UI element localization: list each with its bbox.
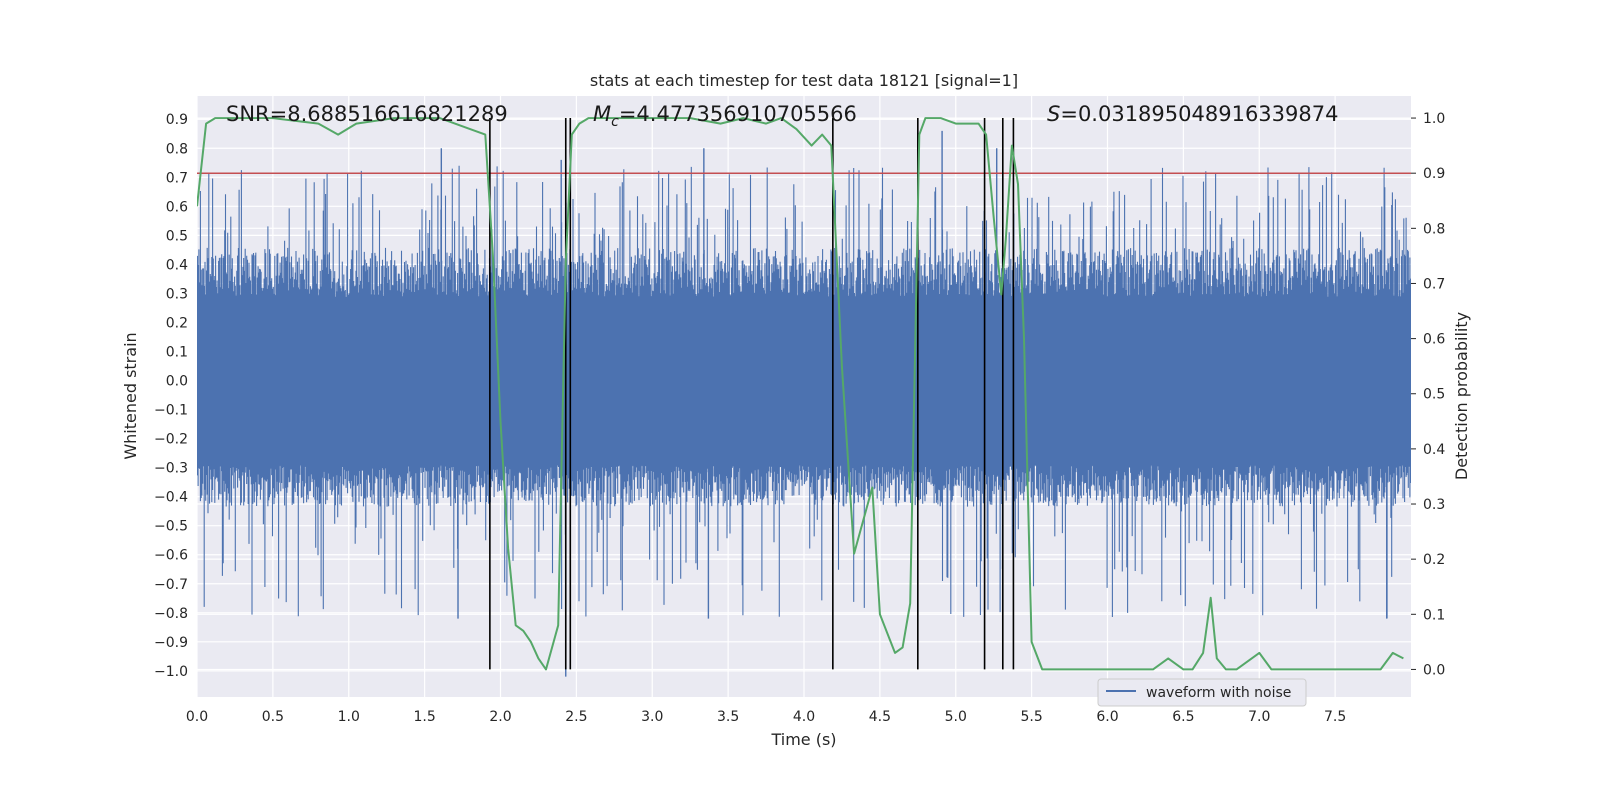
y-left-tick-label: −1.0	[154, 664, 188, 680]
y-left-tick-label: 0.4	[166, 257, 188, 273]
y-left-axis-label: Whitened strain	[121, 332, 140, 459]
mc-symbol: M	[593, 102, 611, 126]
x-tick-label: 2.5	[565, 709, 587, 725]
y-left-tick-label: 0.6	[166, 199, 188, 215]
y-left-tick-label: −0.1	[154, 403, 188, 419]
x-tick-label: 7.5	[1324, 709, 1346, 725]
y-right-tick-label: 0.6	[1423, 332, 1445, 348]
x-tick-label: 6.0	[1096, 709, 1118, 725]
waveform-series	[197, 130, 1411, 677]
y-left-tick-label: 0.3	[166, 286, 188, 302]
x-tick-label: 4.5	[869, 709, 891, 725]
y-left-tick-label: −0.5	[154, 519, 188, 535]
x-axis-label: Time (s)	[770, 730, 836, 749]
y-left-tick-label: 0.1	[166, 344, 188, 360]
y-left-tick-label: 0.8	[166, 141, 188, 157]
y-right-tick-label: 0.7	[1423, 276, 1445, 292]
y-left-tick-label: −0.4	[154, 490, 188, 506]
x-tick-label: 0.5	[262, 709, 284, 725]
x-tick-label: 2.0	[489, 709, 511, 725]
chirp-mass-annotation: Mc=4.477356910705566	[593, 102, 857, 130]
y-left-tick-label: 0.7	[166, 170, 188, 186]
x-tick-label: 5.5	[1020, 709, 1042, 725]
y-left-tick-label: 0.2	[166, 315, 188, 331]
waveform-noise-path	[197, 165, 1411, 619]
y-left-tick-label: −0.7	[154, 577, 188, 593]
x-tick-label: 4.0	[793, 709, 815, 725]
s-value: =0.031895048916339874	[1060, 102, 1338, 126]
snr-annotation: SNR=8.688516616821289	[226, 102, 508, 126]
x-tick-label: 1.0	[338, 709, 360, 725]
chart-title: stats at each timestep for test data 181…	[590, 71, 1018, 90]
x-tick-label: 3.5	[717, 709, 739, 725]
y-right-tick-label: 1.0	[1423, 111, 1445, 127]
probability-series	[197, 117, 1404, 671]
y-right-tick-label: 0.3	[1423, 497, 1445, 513]
x-tick-label: 5.0	[945, 709, 967, 725]
y-right-tick-label: 0.4	[1423, 442, 1445, 458]
x-tick-label: 0.0	[186, 709, 208, 725]
y-left-tick-label: −0.2	[154, 432, 188, 448]
y-left-tick-label: −0.6	[154, 548, 188, 564]
y-left-tick-label: 0.9	[166, 112, 188, 128]
x-tick-label: 7.0	[1248, 709, 1270, 725]
x-tick-label: 1.5	[413, 709, 435, 725]
legend-label: waveform with noise	[1146, 685, 1291, 701]
y-left-tick-label: 0.5	[166, 228, 188, 244]
y-right-axis-label: Detection probability	[1452, 312, 1471, 480]
x-tick-label: 6.5	[1172, 709, 1194, 725]
s-symbol: S	[1047, 102, 1060, 126]
s-annotation: S=0.031895048916339874	[1047, 102, 1338, 126]
legend-box	[1097, 678, 1307, 707]
mc-value: =4.477356910705566	[619, 102, 857, 126]
y-left-tick-label: −0.9	[154, 635, 188, 651]
mc-subscript: c	[611, 114, 619, 130]
y-left-tick-label: −0.3	[154, 461, 188, 477]
legend: waveform with noise	[1097, 678, 1307, 707]
y-right-tick-label: 0.1	[1423, 607, 1445, 623]
y-right-tick-label: 0.8	[1423, 221, 1445, 237]
y-right-tick-label: 0.0	[1423, 662, 1445, 678]
y-right-tick-label: 0.2	[1423, 552, 1445, 568]
y-left-ticks: 0.9 0.8 0.7 0.6 0.5 0.4 0.3 0.2 0.1 0.0 −0.1 −0.2 −0…	[154, 112, 188, 680]
probability-line	[197, 117, 1404, 671]
x-tick-label: 3.0	[641, 709, 663, 725]
y-right-tick-label: 0.9	[1423, 166, 1445, 182]
y-right-tick-label: 0.5	[1423, 387, 1445, 403]
y-left-tick-label: −0.8	[154, 606, 188, 622]
y-right-ticks: 1.0 0.9 0.8 0.7 0.6 0.5 0.4 0.3 0.2 0.1 0.0	[1411, 111, 1445, 678]
y-left-tick-label: 0.0	[166, 374, 188, 390]
x-ticks: 0.0 0.5 1.0 1.5 2.0 2.5 3.0 3.5 4.0 4.5 5.0 5.5 6.0 6…	[186, 709, 1346, 725]
